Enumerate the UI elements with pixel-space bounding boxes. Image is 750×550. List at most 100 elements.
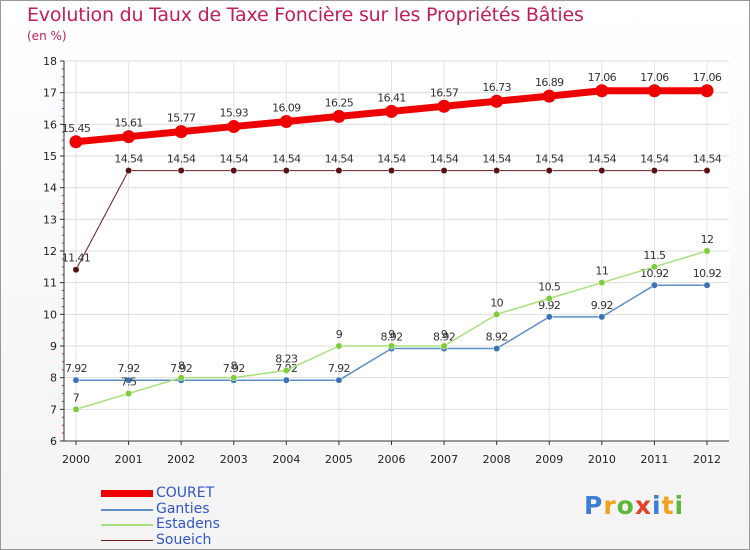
data-label-estadens-2011: 11.5	[643, 249, 666, 262]
point-estadens-2004	[282, 366, 290, 374]
logo-letter: i	[674, 491, 685, 520]
data-label-soueich-2006: 14.54	[377, 153, 406, 166]
data-label-soueich-2002: 14.54	[167, 153, 196, 166]
point-estadens-2009	[545, 295, 553, 302]
data-label-ganties-2012: 10.92	[693, 267, 722, 280]
data-label-ganties-2010: 9.92	[591, 299, 613, 312]
y-tick-label-6: 6	[50, 435, 57, 448]
point-couret-2000	[69, 135, 83, 149]
data-label-couret-2012: 17.06	[693, 71, 722, 84]
point-couret-2003	[227, 120, 241, 134]
data-label-estadens-2012: 12	[701, 233, 714, 246]
data-label-estadens-2008: 10	[490, 296, 503, 309]
data-label-soueich-2000: 11.41	[62, 252, 91, 265]
point-couret-2012	[700, 84, 714, 98]
data-label-estadens-2006: 9	[388, 328, 395, 341]
point-couret-2002	[174, 125, 188, 139]
point-ganties-2011	[650, 281, 658, 289]
point-couret-2011	[647, 84, 661, 98]
data-label-ganties-2000: 7.92	[65, 362, 87, 375]
data-label-estadens-2003: 8	[231, 360, 238, 373]
x-tick-label-2005: 2005	[325, 453, 353, 466]
point-couret-2001	[122, 130, 136, 144]
legend: COURET Ganties Estadens Soueich	[101, 485, 301, 548]
legend-label-couret: COURET	[156, 485, 215, 501]
data-label-soueich-2001: 14.54	[114, 153, 143, 166]
data-label-couret-2009: 16.89	[535, 76, 564, 89]
data-label-estadens-2007: 9	[441, 328, 448, 341]
data-label-soueich-2005: 14.54	[325, 153, 354, 166]
legend-item-estadens: Estadens	[101, 516, 301, 533]
data-label-soueich-2010: 14.54	[588, 153, 617, 166]
logo-letter: i	[652, 491, 662, 520]
x-tick-label-2000: 2000	[62, 453, 90, 466]
point-estadens-2011	[650, 263, 658, 271]
point-ganties-2010	[598, 313, 606, 321]
point-estadens-2001	[125, 390, 133, 397]
point-soueich-2006	[388, 167, 395, 175]
data-label-estadens-2000: 7	[73, 391, 80, 404]
y-tick-label-16: 16	[43, 118, 57, 131]
point-couret-2010	[595, 84, 609, 98]
y-tick-label-13: 13	[43, 213, 57, 226]
data-label-ganties-2011: 10.92	[640, 267, 669, 280]
x-tick-label-2003: 2003	[220, 453, 248, 466]
point-ganties-2004	[282, 376, 290, 384]
data-label-estadens-2001: 7.5	[121, 376, 137, 389]
y-tick-label-12: 12	[43, 245, 57, 258]
logo-letter: t	[661, 491, 675, 520]
x-tick-label-2008: 2008	[483, 453, 511, 466]
data-label-estadens-2004: 8.23	[275, 352, 298, 365]
logo-letter: P	[584, 491, 604, 520]
data-label-estadens-2002: 8	[178, 360, 185, 373]
x-tick-label-2009: 2009	[535, 453, 563, 466]
data-label-couret-2008: 16.73	[482, 81, 511, 94]
data-label-estadens-2005: 9	[336, 328, 343, 341]
y-tick-label-14: 14	[43, 182, 57, 195]
point-soueich-2010	[598, 167, 606, 175]
data-label-ganties-2008: 8.92	[486, 331, 508, 344]
legend-label-estadens: Estadens	[156, 516, 220, 532]
data-label-soueich-2003: 14.54	[220, 153, 249, 166]
x-tick-label-2001: 2001	[115, 453, 143, 466]
data-label-couret-2010: 17.06	[588, 71, 617, 84]
data-label-soueich-2011: 14.54	[640, 153, 669, 166]
point-estadens-2003	[230, 374, 238, 382]
data-label-couret-2006: 16.41	[377, 91, 406, 104]
data-label-couret-2011: 17.06	[640, 71, 669, 84]
point-ganties-2000	[72, 376, 80, 384]
y-tick-label-11: 11	[43, 277, 57, 290]
legend-swatch-soueich	[101, 539, 153, 541]
point-soueich-2007	[440, 167, 448, 175]
point-soueich-2000	[72, 266, 80, 274]
point-soueich-2012	[703, 167, 711, 175]
y-tick-label-9: 9	[50, 340, 57, 353]
data-label-soueich-2007: 14.54	[430, 153, 459, 166]
x-tick-label-2010: 2010	[588, 453, 616, 466]
data-label-ganties-2006: 8.92	[380, 331, 402, 344]
point-couret-2007	[437, 99, 451, 113]
data-label-soueich-2008: 14.54	[482, 153, 511, 166]
chart-title: Evolution du Taux de Taxe Foncière sur l…	[27, 4, 584, 26]
point-ganties-2008	[493, 345, 501, 352]
point-ganties-2005	[335, 376, 343, 384]
point-soueich-2005	[335, 167, 343, 175]
point-couret-2006	[385, 104, 398, 118]
point-ganties-2001	[125, 376, 133, 384]
data-label-ganties-2001: 7.92	[118, 362, 140, 375]
logo-letter: r	[603, 491, 617, 520]
legend-item-couret: COURET	[101, 485, 301, 502]
logo-letter: x	[634, 491, 652, 520]
point-estadens-2012	[703, 247, 711, 255]
y-tick-label-18: 18	[43, 55, 57, 68]
point-soueich-2004	[282, 167, 290, 175]
data-label-estadens-2010: 11	[595, 265, 608, 278]
data-label-couret-2000: 15.45	[62, 122, 91, 135]
data-label-soueich-2012: 14.54	[693, 153, 722, 166]
data-label-estadens-2009: 10.5	[538, 281, 561, 294]
point-estadens-2006	[388, 342, 395, 350]
data-label-couret-2004: 16.09	[272, 101, 301, 114]
legend-item-ganties: Ganties	[101, 501, 301, 518]
